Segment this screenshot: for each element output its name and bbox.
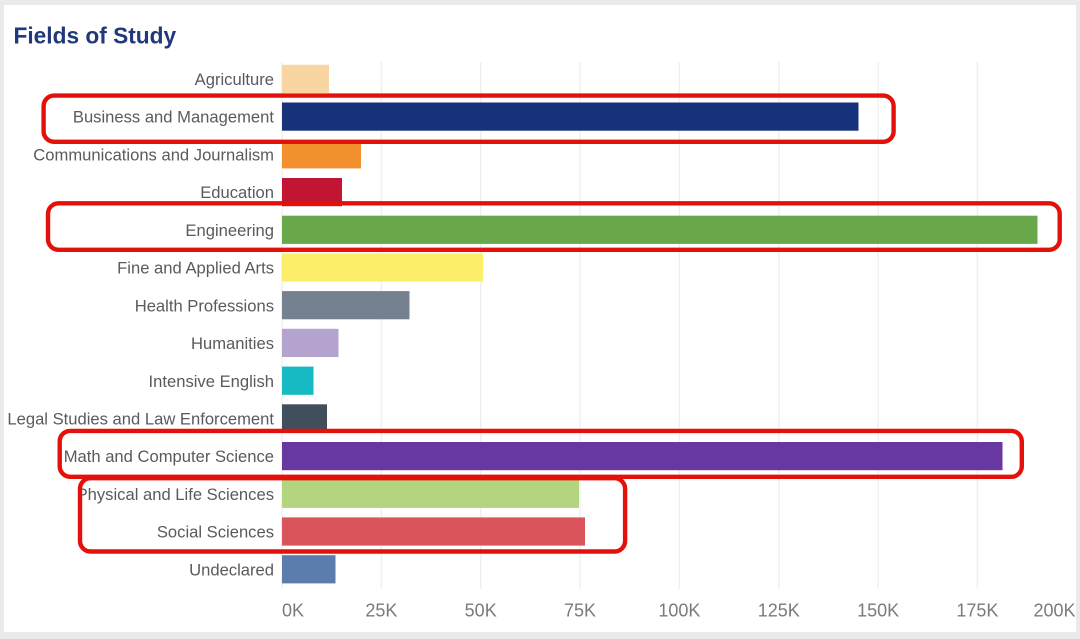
svg-text:Humanities: Humanities <box>191 334 274 353</box>
svg-text:Engineering: Engineering <box>185 221 274 240</box>
svg-text:Social Sciences: Social Sciences <box>157 523 274 542</box>
svg-text:Legal Studies and Law Enforcem: Legal Studies and Law Enforcement <box>7 410 274 429</box>
svg-text:100K: 100K <box>658 601 700 621</box>
svg-text:175K: 175K <box>956 601 998 621</box>
svg-text:Intensive English: Intensive English <box>149 372 274 391</box>
svg-text:Agriculture: Agriculture <box>195 70 274 89</box>
svg-text:Math and Computer Science: Math and Computer Science <box>64 447 274 466</box>
svg-text:Undeclared: Undeclared <box>189 560 274 579</box>
svg-text:25K: 25K <box>365 601 397 621</box>
svg-text:Communications and Journalism: Communications and Journalism <box>33 145 274 164</box>
svg-text:Health Professions: Health Professions <box>135 296 274 315</box>
svg-text:50K: 50K <box>465 601 497 621</box>
svg-text:Physical and Life Sciences: Physical and Life Sciences <box>77 485 274 504</box>
svg-text:0K: 0K <box>282 601 304 621</box>
svg-text:150K: 150K <box>857 601 899 621</box>
svg-text:200K: 200K <box>1033 601 1075 621</box>
svg-text:Fields of Study: Fields of Study <box>14 23 177 49</box>
svg-text:Education: Education <box>200 183 274 202</box>
svg-text:125K: 125K <box>758 601 800 621</box>
svg-text:Business and Management: Business and Management <box>73 108 274 127</box>
svg-text:75K: 75K <box>564 601 596 621</box>
svg-text:Fine and Applied Arts: Fine and Applied Arts <box>117 259 274 278</box>
